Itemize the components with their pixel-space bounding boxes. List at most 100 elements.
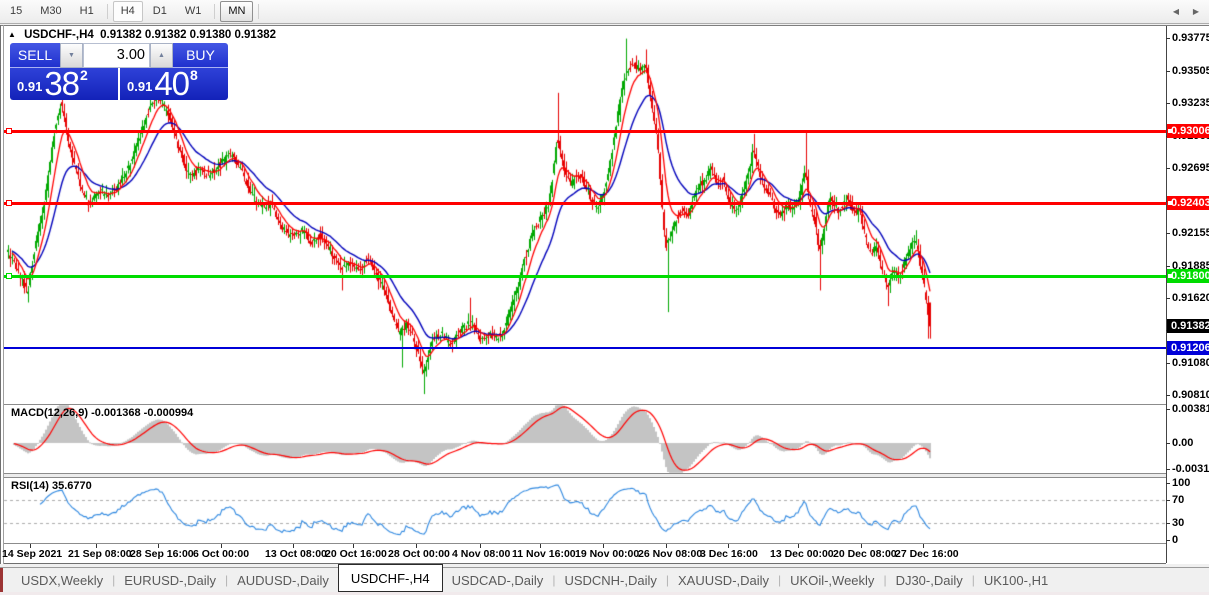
line-right-handle[interactable]	[1168, 201, 1172, 205]
time-tick-label: 26 Nov 08:00	[638, 548, 703, 560]
tab-separator: |	[552, 573, 556, 587]
chart-tab-usdx-weekly[interactable]: USDX,Weekly	[21, 572, 104, 588]
rsi-indicator-label: RSI(14) 35.6770	[11, 480, 92, 492]
chart-tab-uk100-h1[interactable]: UK100-,H1	[983, 572, 1049, 588]
tab-separator: |	[778, 573, 782, 587]
price-tick-label: 0.92155	[1172, 227, 1209, 239]
price-tick-label: 0.93505	[1172, 65, 1209, 77]
time-tick-label: 6 Oct 00:00	[193, 548, 250, 560]
time-tick-mark	[30, 544, 31, 548]
support-resistance-line-0.91206[interactable]	[4, 347, 1166, 349]
tabbar-edge-strip	[0, 568, 3, 592]
tab-scroll-left-icon[interactable]: ◀	[1172, 7, 1179, 16]
price-tick-mark	[1166, 71, 1170, 72]
time-tick-mark	[861, 544, 862, 548]
time-tick-label: 20 Oct 16:00	[325, 548, 387, 560]
line-left-handle[interactable]	[6, 200, 12, 206]
time-tick-mark	[923, 544, 924, 548]
price-tick-label: 0.91620	[1172, 292, 1209, 304]
line-right-handle[interactable]	[1168, 129, 1172, 133]
timeframe-button-w1[interactable]: W1	[184, 5, 202, 17]
price-tick-label: 0.91080	[1172, 357, 1209, 369]
support-resistance-line-0.92403[interactable]	[4, 202, 1166, 205]
price-axis-line	[1166, 26, 1167, 563]
price-tick-mark	[1166, 168, 1170, 169]
main-macd-separator	[4, 404, 1166, 405]
rsi-bottom-border	[4, 543, 1166, 544]
line-left-handle[interactable]	[6, 128, 12, 134]
macd-axis-tick-mark	[1166, 409, 1170, 410]
macd-indicator-label: MACD(12,26,9) -0.001368 -0.000994	[11, 407, 194, 419]
toolbar-separator	[258, 4, 260, 19]
sell-button[interactable]: SELL	[10, 43, 60, 68]
volume-input[interactable]: 3.00	[83, 43, 150, 68]
macd-axis-label: 0.00	[1172, 437, 1194, 449]
timeframe-button-d1[interactable]: D1	[152, 5, 167, 17]
chart-tab-bar: USDX,Weekly | EURUSD-,Daily | AUDUSD-,Daily U…	[0, 563, 1209, 592]
time-tick-mark	[416, 544, 417, 548]
window-resize-sash[interactable]	[4, 474, 1166, 477]
window-left-inner-border	[3, 25, 4, 564]
time-tick-mark	[96, 544, 97, 548]
rsi-axis-label: 100	[1172, 477, 1191, 489]
time-tick-label: 13 Dec 00:00	[770, 548, 834, 560]
time-tick-mark	[293, 544, 294, 548]
sell-price-prefix: 0.91	[17, 79, 43, 94]
time-tick-mark	[158, 544, 159, 548]
time-tick-label: 14 Sep 2021	[2, 548, 63, 560]
volume-decrease-button[interactable]: ▼	[60, 43, 83, 68]
timeframe-button-15[interactable]: 15	[10, 5, 23, 17]
price-tick-mark	[1166, 38, 1170, 39]
timeframe-button-h4[interactable]: H4	[112, 1, 143, 22]
timeframe-button-mn[interactable]: MN	[220, 1, 254, 22]
macd-axis-label: 0.003811	[1172, 403, 1209, 415]
price-badge-0.91382: 0.91382	[1167, 319, 1209, 333]
time-tick-mark	[353, 544, 354, 548]
support-resistance-line-0.93006[interactable]	[4, 130, 1166, 133]
rsi-axis-tick-mark	[1166, 483, 1170, 484]
line-left-handle[interactable]	[6, 273, 12, 279]
time-tick-label: 13 Oct 08:00	[265, 548, 327, 560]
chart-tab-usdchf-h4[interactable]: USDCHF-,H4	[337, 563, 443, 592]
collapse-icon[interactable]: ▲	[8, 30, 16, 39]
price-badge-0.93006: 0.93006	[1167, 124, 1209, 138]
macd-bottom-border	[4, 473, 1166, 474]
price-tick-mark	[1166, 103, 1170, 104]
tab-separator: |	[112, 573, 116, 587]
price-tick-label: 0.92695	[1172, 162, 1209, 174]
time-tick-label: 3 Dec 16:00	[700, 548, 758, 560]
buy-price-pip: 8	[190, 67, 198, 83]
price-tick-mark	[1166, 363, 1170, 364]
buy-button[interactable]: BUY	[173, 43, 228, 68]
line-right-handle[interactable]	[1168, 274, 1172, 278]
support-resistance-line-0.918[interactable]	[4, 275, 1166, 278]
chart-tab-ukoil-weekly[interactable]: UKOil-,Weekly	[790, 572, 875, 588]
chart-tab-xauusd-daily[interactable]: XAUUSD-,Daily	[678, 572, 770, 588]
time-tick-label: 28 Sep 16:00	[130, 548, 194, 560]
volume-increase-button[interactable]: ▲	[150, 43, 173, 68]
buy-price-prefix: 0.91	[127, 79, 153, 94]
time-tick-label: 11 Nov 16:00	[512, 548, 576, 560]
price-tick-mark	[1166, 395, 1170, 396]
chart-tab-audusd-daily[interactable]: AUDUSD-,Daily	[237, 572, 329, 588]
chart-tab-usdcnh-daily[interactable]: USDCNH-,Daily	[564, 572, 657, 588]
window-below-strip	[0, 592, 1209, 595]
timeframe-button-h1[interactable]: H1	[79, 5, 94, 17]
time-tick-mark	[666, 544, 667, 548]
time-tick-mark	[728, 544, 729, 548]
time-tick-label: 21 Sep 08:00	[68, 548, 132, 560]
tab-separator: |	[971, 573, 975, 587]
time-tick-label: 20 Dec 08:00	[833, 548, 897, 560]
buy-price-display[interactable]: 0.91 40 8	[120, 67, 228, 100]
sell-price-display[interactable]: 0.91 38 2	[10, 67, 118, 100]
timeframe-button-m30[interactable]: M30	[40, 5, 62, 17]
rsi-axis-label: 0	[1172, 534, 1179, 546]
trade-panel-price-row: 0.91 38 2 0.91 40 8	[10, 67, 228, 100]
tab-scroll-right-icon[interactable]: ▶	[1192, 7, 1199, 16]
time-tick-label: 27 Dec 16:00	[895, 548, 959, 560]
price-tick-label: 0.90810	[1172, 389, 1209, 401]
chart-tab-usdcad-daily[interactable]: USDCAD-,Daily	[451, 572, 544, 588]
chart-tab-dj30-daily[interactable]: DJ30-,Daily	[895, 572, 963, 588]
chart-tab-eurusd-daily[interactable]: EURUSD-,Daily	[124, 572, 216, 588]
rsi-axis-tick-mark	[1166, 500, 1170, 501]
